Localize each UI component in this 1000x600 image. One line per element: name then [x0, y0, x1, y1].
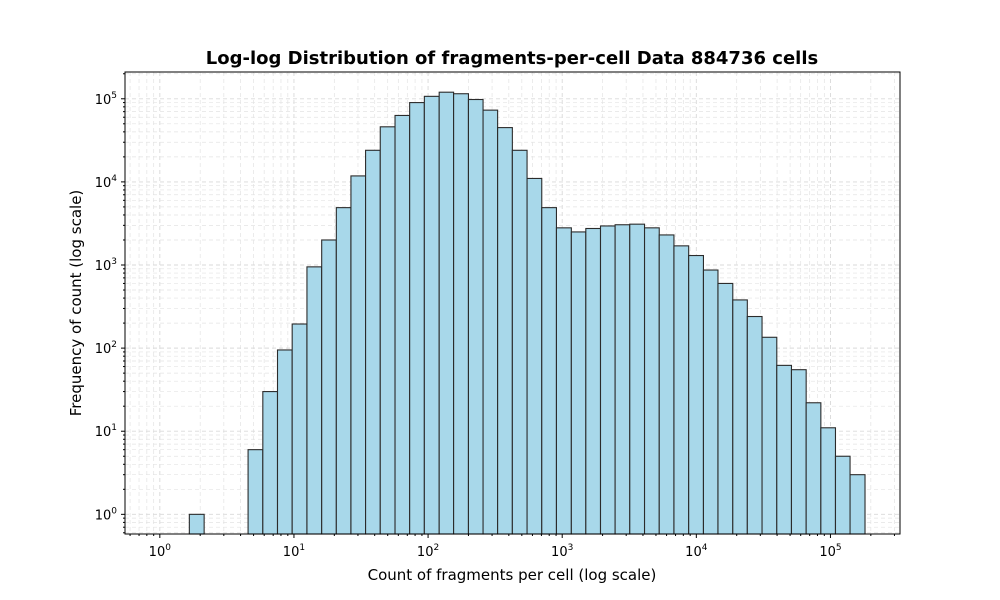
histogram-bar — [262, 391, 279, 535]
y-tick-label: 101 — [95, 423, 117, 440]
y-axis-label: Frequency of count (log scale) — [67, 190, 85, 417]
histogram-bar — [350, 175, 367, 535]
histogram-bar — [321, 239, 337, 535]
chart-title: Log-log Distribution of fragments-per-ce… — [206, 48, 818, 69]
histogram-bar — [570, 231, 587, 535]
histogram-bar — [497, 127, 513, 535]
histogram-bar — [673, 245, 690, 535]
histogram-bar — [599, 225, 616, 535]
histogram-bar — [820, 427, 837, 535]
histogram-bar — [438, 91, 455, 535]
histogram-bar — [790, 369, 807, 535]
y-tick-label: 104 — [95, 174, 118, 191]
histogram-bar — [849, 474, 866, 535]
histogram-bar — [365, 149, 381, 535]
y-tick-label: 100 — [95, 506, 118, 523]
histogram-bar — [379, 126, 396, 535]
y-tick-label: 102 — [95, 340, 117, 357]
histogram-bars — [188, 91, 866, 535]
x-tick-label: 101 — [283, 543, 305, 560]
x-tick-label: 103 — [551, 543, 573, 560]
histogram-bar — [306, 266, 323, 535]
histogram-bar — [247, 449, 264, 535]
y-tick-label: 105 — [95, 91, 117, 108]
histogram-bar — [453, 93, 470, 535]
histogram-bar — [614, 224, 631, 535]
histogram-bar — [658, 234, 675, 535]
axis-ticks: 100 101 102 103 104 105 100 101 102 103 104 105 — [95, 73, 895, 560]
histogram-bar — [526, 177, 543, 535]
histogram-bar — [761, 336, 778, 535]
y-tick-label: 103 — [95, 257, 117, 274]
histogram-bar — [482, 109, 499, 535]
histogram-bar — [732, 299, 748, 535]
histogram-bar — [776, 364, 793, 535]
histogram-bar — [555, 227, 572, 535]
histogram-bar — [585, 227, 602, 535]
x-tick-label: 100 — [149, 543, 172, 560]
histogram-bar — [643, 227, 660, 535]
x-tick-label: 105 — [819, 543, 841, 560]
histogram-bar — [629, 223, 646, 535]
histogram-bar — [746, 315, 763, 535]
histogram-bar — [423, 95, 440, 535]
histogram-bar — [702, 269, 719, 535]
histogram-bar — [805, 402, 822, 535]
histogram-bar — [511, 149, 528, 535]
x-tick-label: 102 — [417, 543, 439, 560]
histogram-bar — [188, 513, 205, 535]
plot-frame — [124, 71, 901, 535]
histogram-bar — [291, 323, 308, 535]
x-tick-label: 104 — [685, 543, 708, 560]
histogram-bar — [335, 207, 352, 535]
histogram-bar — [409, 102, 425, 535]
histogram-bar — [688, 254, 704, 535]
histogram-bar — [834, 455, 851, 535]
x-axis-label: Count of fragments per cell (log scale) — [368, 566, 657, 584]
histogram-bar — [717, 282, 734, 535]
histogram-bar — [541, 207, 558, 535]
histogram-bar — [394, 114, 411, 535]
histogram-bar — [467, 98, 484, 535]
histogram-bar — [276, 349, 293, 535]
